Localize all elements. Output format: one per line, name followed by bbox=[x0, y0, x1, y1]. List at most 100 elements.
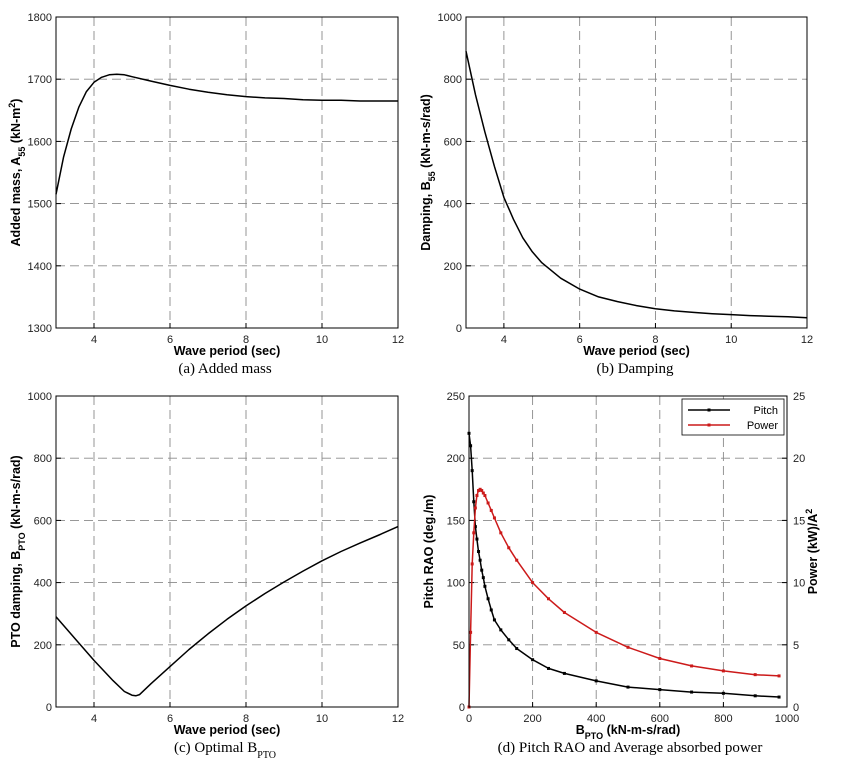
label-part: B bbox=[576, 723, 585, 737]
label-part: (kN-m-s/rad) bbox=[419, 94, 433, 171]
data-point bbox=[658, 688, 662, 692]
x-tick-label: 10 bbox=[725, 334, 737, 346]
x-tick-label: 6 bbox=[167, 713, 173, 725]
data-point bbox=[626, 645, 630, 649]
series-line-0 bbox=[465, 51, 808, 319]
data-point bbox=[477, 550, 481, 553]
data-point bbox=[480, 568, 484, 572]
x-tick-label: 10 bbox=[316, 334, 328, 346]
x-tick-label: 8 bbox=[243, 713, 249, 725]
label-part: (kN-m-s/rad) bbox=[9, 455, 23, 532]
label-part: 55 bbox=[17, 147, 27, 157]
x-tick-label: 1000 bbox=[775, 713, 799, 725]
chart-optimal-bpto: 4 6 8 10 12 0 200 400 600 800 1000 Wave period (sec… bbox=[9, 391, 404, 761]
data-point bbox=[470, 562, 474, 566]
caption: (a) Added mass bbox=[178, 361, 271, 377]
label-part: ) bbox=[9, 99, 23, 103]
chart-damping: 4 6 8 10 12 0 200 400 600 800 1000 Wave period (sec… bbox=[419, 12, 813, 377]
y-tick-label: 50 bbox=[453, 640, 465, 652]
data-point bbox=[690, 664, 694, 668]
chart-added-mass: 4 6 8 10 12 1300 1400 1500 1600 1700 1800 Wave peri… bbox=[7, 12, 404, 377]
x-tick-label: 4 bbox=[91, 334, 97, 346]
y-tick-label: 1700 bbox=[28, 74, 52, 86]
data-point bbox=[531, 658, 535, 662]
legend-marker bbox=[707, 408, 711, 412]
caption: (c) Optimal BPTO bbox=[174, 740, 276, 761]
x-axis-label: BPTO (kN-m-s/rad) bbox=[576, 723, 680, 741]
y-tick-label: 400 bbox=[444, 199, 462, 211]
legend-marker bbox=[707, 423, 711, 427]
x-tick-label: 12 bbox=[801, 334, 813, 346]
data-point bbox=[478, 558, 482, 562]
label-part: Wave period (sec) bbox=[583, 344, 690, 358]
plot-area bbox=[56, 396, 398, 707]
y2-tick-label: 25 bbox=[793, 391, 805, 403]
y-tick-label: 200 bbox=[34, 640, 52, 652]
data-point bbox=[777, 695, 781, 699]
x-axis-label: Wave period (sec) bbox=[174, 344, 281, 358]
data-point bbox=[777, 674, 781, 678]
y-tick-label: 800 bbox=[444, 74, 462, 86]
data-point bbox=[483, 494, 487, 498]
y-tick-label: 1600 bbox=[28, 136, 52, 148]
data-point bbox=[469, 444, 473, 448]
data-point bbox=[531, 581, 535, 585]
legend: Pitch Power bbox=[681, 398, 785, 436]
data-point bbox=[470, 469, 474, 473]
y-axis-label: PTO damping, BPTO (kN-m-s/rad) bbox=[9, 455, 27, 647]
x-tick-label: 6 bbox=[577, 334, 583, 346]
y-tick-label: 0 bbox=[46, 702, 52, 714]
data-point bbox=[473, 525, 477, 529]
data-point bbox=[481, 491, 485, 495]
data-point bbox=[489, 608, 493, 612]
data-point bbox=[492, 516, 496, 520]
data-point bbox=[690, 690, 694, 694]
label-part: 2 bbox=[7, 103, 17, 108]
plot-frame bbox=[468, 395, 788, 708]
data-point bbox=[721, 669, 725, 673]
x-tick-label: 12 bbox=[392, 334, 404, 346]
label-part: 55 bbox=[427, 171, 437, 181]
data-point bbox=[658, 656, 662, 660]
data-point bbox=[721, 691, 725, 695]
y-tick-label: 0 bbox=[459, 702, 465, 714]
label-part: (c) Optimal B bbox=[174, 740, 257, 756]
label-part: Pitch RAO (deg./m) bbox=[422, 495, 436, 609]
y-tick-label: 1000 bbox=[28, 391, 52, 403]
legend-label: Pitch bbox=[754, 405, 778, 417]
y-axis-label: Damping, B55 (kN-m-s/rad) bbox=[419, 94, 437, 251]
y2-tick-label: 5 bbox=[793, 640, 799, 652]
data-point bbox=[507, 546, 511, 550]
y-tick-label: 800 bbox=[34, 453, 52, 465]
y2-axis-label: Power (kW)/A2 bbox=[804, 509, 820, 595]
data-point bbox=[472, 531, 476, 535]
plot-area bbox=[56, 17, 398, 328]
series-line-0 bbox=[55, 73, 398, 195]
data-point bbox=[499, 531, 503, 535]
data-point bbox=[481, 576, 485, 580]
y2-tick-label: 15 bbox=[793, 515, 805, 527]
data-point bbox=[753, 673, 757, 677]
label-part: 2 bbox=[804, 509, 814, 514]
label-part: PTO bbox=[585, 731, 603, 741]
legend-box bbox=[681, 398, 785, 436]
caption: (b) Damping bbox=[596, 361, 674, 377]
y-tick-label: 100 bbox=[447, 578, 465, 590]
data-point bbox=[626, 685, 630, 689]
data-point bbox=[515, 558, 519, 562]
data-point bbox=[515, 647, 519, 651]
y-tick-label: 600 bbox=[34, 515, 52, 527]
data-point bbox=[486, 501, 490, 505]
y-axis-label: Added mass, A55 (kN-m2) bbox=[7, 99, 27, 247]
y-tick-label: 1800 bbox=[28, 12, 52, 24]
data-point bbox=[477, 489, 481, 493]
data-point bbox=[594, 630, 598, 634]
caption: (d) Pitch RAO and Average absorbed power bbox=[498, 740, 763, 756]
legend-label: Power bbox=[747, 420, 779, 432]
data-point bbox=[492, 618, 496, 622]
data-point bbox=[475, 537, 479, 541]
data-point bbox=[489, 508, 493, 512]
label-part: Damping, B bbox=[419, 181, 433, 250]
label-part: Wave period (sec) bbox=[174, 723, 281, 737]
